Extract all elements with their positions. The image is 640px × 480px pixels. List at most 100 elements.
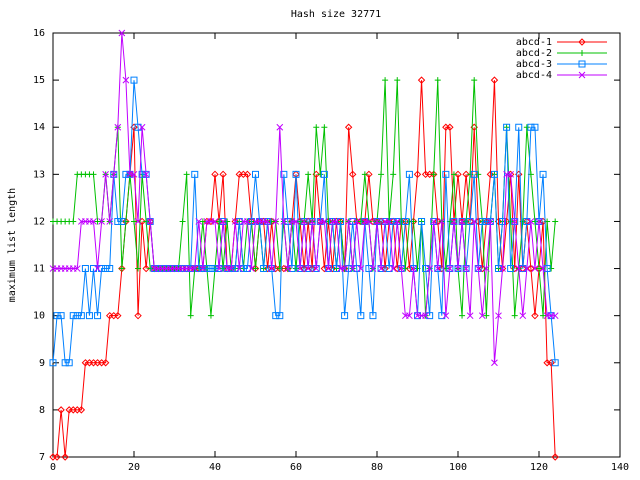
marker [398,218,405,225]
marker [293,265,299,272]
marker [394,77,401,84]
marker [365,218,373,225]
marker [507,170,515,178]
marker [385,218,393,225]
marker [539,170,547,178]
marker [321,124,328,131]
marker [312,265,320,273]
marker [296,265,304,272]
marker [70,218,77,225]
marker [390,171,397,178]
plot-frame [52,32,621,458]
marker [243,265,251,273]
marker [90,218,97,225]
marker [515,265,523,272]
marker [418,217,426,225]
marker [459,312,466,319]
marker [243,170,252,179]
marker [442,312,450,320]
marker [495,265,502,273]
x-tick-label: 60 [290,462,302,473]
marker [320,170,328,178]
marker [515,123,523,131]
marker [499,265,506,272]
marker [224,218,231,225]
marker [462,170,470,179]
marker [308,264,316,273]
x-tick-label: 20 [128,462,140,473]
marker [191,170,199,178]
marker [292,170,300,178]
marker [405,264,414,273]
marker [73,265,81,272]
marker [470,218,478,225]
marker [183,171,190,178]
marker [474,265,482,273]
legend-label: abcd-4 [516,70,552,81]
marker [220,265,227,272]
marker [312,265,320,272]
marker [523,124,530,131]
marker [142,264,150,273]
marker [106,265,114,273]
marker [215,265,223,273]
marker [146,218,154,225]
marker [373,218,381,225]
marker [313,124,320,131]
marker [406,312,413,320]
marker [341,312,349,320]
marker [231,218,239,225]
marker [548,265,555,272]
marker [377,265,385,273]
y-tick-label: 10 [33,311,45,322]
marker [317,171,324,178]
marker [90,265,97,273]
marker [85,312,93,320]
marker [490,76,499,84]
legend-marker [578,60,586,68]
marker [361,171,368,178]
marker [434,77,441,84]
marker [531,218,538,225]
marker [401,217,409,225]
marker [260,265,268,273]
marker [551,359,559,367]
marker [410,265,417,272]
marker [304,265,312,272]
marker [102,170,110,178]
y-tick-label: 12 [33,216,45,227]
marker [179,218,186,225]
marker [187,312,194,319]
marker [357,312,365,320]
y-tick-label: 13 [33,169,45,180]
marker [397,265,405,272]
marker [300,264,308,273]
marker [130,76,138,84]
marker [199,218,206,225]
marker [191,265,199,272]
marker [430,171,437,178]
marker [503,123,511,131]
marker [438,312,446,320]
marker [357,265,365,272]
marker [276,123,284,131]
marker [353,218,361,225]
marker [272,218,280,225]
y-tick-label: 9 [39,358,45,369]
marker [77,406,86,414]
marker [483,312,490,319]
marker [475,171,482,178]
marker [216,218,223,225]
marker [135,265,142,272]
marker [296,265,304,273]
marker [131,218,137,225]
y-tick-label: 16 [33,28,45,39]
y-tick-label: 7 [39,452,45,463]
marker [531,311,539,320]
marker [195,218,203,225]
marker [268,265,276,272]
marker [341,265,348,272]
marker [344,123,353,131]
